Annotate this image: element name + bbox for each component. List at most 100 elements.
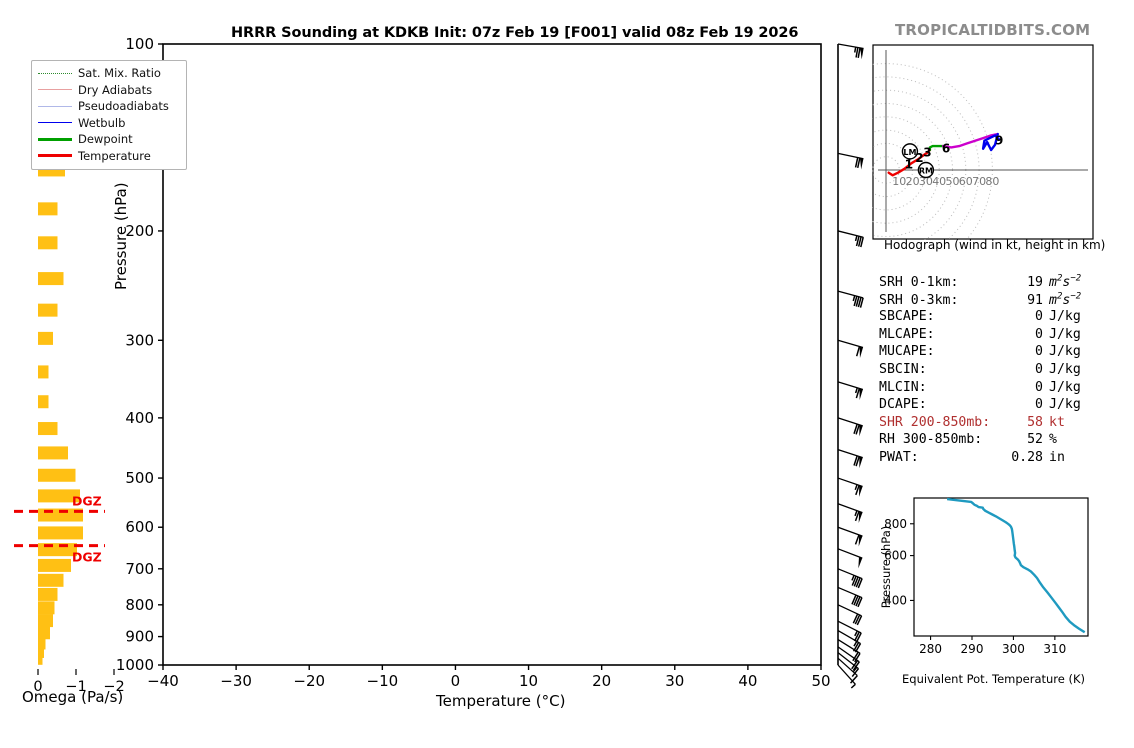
omega-bar	[38, 365, 49, 379]
omega-chart: DGZ DGZ 0 −1 −2	[14, 163, 125, 695]
thetae-panel: 280 290 300 310 400 600 800 Pressure (hPa)	[878, 492, 1094, 672]
svg-text:50: 50	[811, 672, 830, 690]
skewt-panel: 124681013162024303639F16F−40−30−20−10010…	[116, 35, 864, 690]
stats-label: PWAT:	[879, 449, 919, 465]
svg-text:500: 500	[125, 469, 154, 487]
legend-item-pseudoadiabats: Pseudoadiabats	[38, 98, 180, 115]
legend-swatch	[38, 89, 72, 91]
svg-text:−2: −2	[103, 679, 124, 695]
stats-unit: J/kg	[1049, 326, 1081, 342]
stats-label: DCAPE:	[879, 397, 927, 413]
hodograph-segment	[981, 132, 1001, 152]
svg-text:−20: −20	[293, 672, 325, 690]
hodograph-height-label: 2	[915, 151, 923, 165]
legend-swatch	[38, 154, 72, 158]
omega-bar	[38, 587, 58, 601]
brand-watermark: TROPICALTIDBITS.COM	[895, 21, 1091, 39]
svg-text:−40: −40	[147, 672, 179, 690]
omega-bar	[38, 558, 71, 572]
svg-text:700: 700	[125, 560, 154, 578]
stats-unit: J/kg	[1049, 344, 1081, 360]
svg-text:10: 10	[892, 175, 906, 188]
stats-label: SBCAPE:	[879, 309, 935, 325]
stats-label: MLCIN:	[879, 379, 927, 395]
omega-bar	[38, 446, 68, 460]
hodograph-segment	[928, 144, 945, 152]
svg-text:−1: −1	[65, 679, 86, 695]
hodograph-segment	[887, 148, 932, 177]
omega-bar	[38, 422, 58, 436]
legend-swatch	[38, 122, 72, 124]
legend-item-label: Sat. Mix. Ratio	[78, 66, 161, 81]
omega-bar	[38, 489, 80, 503]
svg-text:300: 300	[125, 331, 154, 349]
svg-text:800: 800	[125, 596, 154, 614]
stats-row: MUCAPE: 0 J/kg	[879, 344, 1094, 362]
legend-item-label: Pseudoadiabats	[78, 99, 169, 114]
legend-swatch	[38, 105, 72, 107]
svg-text:300: 300	[1002, 642, 1025, 656]
stats-unit: J/kg	[1049, 309, 1081, 325]
skewt-xaxis-label: Temperature (°C)	[436, 692, 566, 710]
hodograph-caption: Hodograph (wind in kt, height in km)	[884, 238, 1106, 252]
svg-text:600: 600	[884, 549, 907, 563]
thetae-yaxis-label: Pressure (hPa)	[879, 526, 893, 609]
legend-item-temperature: Temperature	[38, 148, 180, 165]
stats-label: MUCAPE:	[879, 344, 935, 360]
hodograph-height-label: 1	[905, 158, 913, 172]
stats-unit: kt	[1049, 414, 1065, 430]
stats-table: SRH 0-1km: 19 m2s−2 SRH 0-3km: 91 m2s−2 SBCAPE…	[879, 274, 1094, 468]
stats-value: 91	[1027, 292, 1043, 308]
stats-row: SRH 0-1km: 19 m2s−2	[879, 274, 1094, 292]
legend-item-label: Temperature	[78, 148, 151, 163]
stats-unit: J/kg	[1049, 361, 1081, 377]
omega-bar	[38, 202, 58, 216]
svg-text:40: 40	[932, 175, 946, 188]
legend-item-label: Wetbulb	[78, 115, 126, 130]
svg-text:0: 0	[33, 679, 42, 695]
stats-unit: J/kg	[1049, 397, 1081, 413]
svg-text:900: 900	[125, 628, 154, 646]
dgz-label: DGZ	[72, 493, 102, 508]
legend-item-wetbulb: Wetbulb	[38, 115, 180, 132]
svg-text:400: 400	[125, 409, 154, 427]
stats-row: MLCIN: 0 J/kg	[879, 380, 1094, 398]
svg-text:LM: LM	[903, 148, 916, 157]
svg-text:280: 280	[919, 642, 942, 656]
stats-label: SRH 0-1km:	[879, 275, 959, 291]
hodograph-segment	[942, 132, 999, 149]
stats-row: DCAPE: 0 J/kg	[879, 397, 1094, 415]
stats-unit: %	[1049, 432, 1057, 448]
svg-text:60: 60	[959, 175, 973, 188]
svg-text:0: 0	[451, 672, 461, 690]
stats-value: 0	[1035, 326, 1043, 342]
svg-text:30: 30	[919, 175, 933, 188]
omega-bar	[38, 272, 64, 286]
skewt-chart: 124681013162024303639F16F−40−30−20−10010…	[116, 35, 864, 690]
thetae-xaxis-label: Equivalent Pot. Temperature (K)	[902, 672, 1086, 686]
legend-swatch	[38, 137, 72, 141]
stats-label: SHR 200-850mb:	[879, 414, 991, 430]
storm-motion-marker	[917, 161, 935, 179]
dgz-label: DGZ	[72, 550, 102, 565]
hodograph-panel: 10 20 30 40 50 60 70 80 1 2 3 6 9 LM RM	[872, 44, 1094, 240]
omega-bar	[38, 651, 43, 665]
svg-text:290: 290	[961, 642, 984, 656]
stats-unit: m2s−2	[1049, 291, 1082, 308]
omega-axis-label: Omega (Pa/s)	[22, 688, 124, 706]
hodograph-height-label: 6	[942, 142, 950, 156]
stats-value: 0	[1035, 344, 1043, 360]
svg-text:100: 100	[125, 35, 154, 53]
svg-text:70: 70	[972, 175, 986, 188]
stats-value: 0	[1035, 397, 1043, 413]
svg-text:20: 20	[906, 175, 920, 188]
svg-text:RM: RM	[919, 167, 933, 176]
svg-text:50: 50	[946, 175, 960, 188]
svg-text:20: 20	[592, 672, 611, 690]
svg-text:−10: −10	[367, 672, 399, 690]
stats-label: SBCIN:	[879, 361, 927, 377]
svg-text:30: 30	[665, 672, 684, 690]
svg-text:40: 40	[738, 672, 757, 690]
legend-item-label: Dry Adiabats	[78, 82, 153, 97]
